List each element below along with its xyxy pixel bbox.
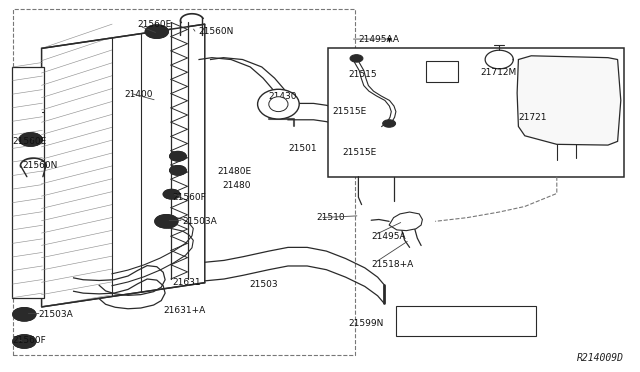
Text: 21480E: 21480E bbox=[218, 167, 252, 176]
Polygon shape bbox=[389, 212, 422, 231]
Text: 21560N: 21560N bbox=[198, 27, 234, 36]
Text: small warning text: small warning text bbox=[469, 324, 508, 328]
Text: 21599N: 21599N bbox=[349, 319, 384, 328]
Text: 21510: 21510 bbox=[317, 213, 346, 222]
Text: 21503: 21503 bbox=[250, 280, 278, 289]
Text: 21400: 21400 bbox=[125, 90, 154, 99]
Text: 21560F: 21560F bbox=[173, 193, 207, 202]
Text: 21495AA: 21495AA bbox=[358, 35, 399, 44]
Text: 21560E: 21560E bbox=[13, 137, 47, 146]
Circle shape bbox=[155, 215, 178, 228]
Text: 21515E: 21515E bbox=[342, 148, 377, 157]
Ellipse shape bbox=[257, 89, 300, 119]
Bar bbox=[396, 306, 536, 336]
Circle shape bbox=[163, 189, 180, 199]
Text: 21721: 21721 bbox=[518, 113, 547, 122]
Text: 21712M: 21712M bbox=[480, 68, 516, 77]
Text: 21515E: 21515E bbox=[333, 107, 367, 116]
Text: 21503A: 21503A bbox=[182, 217, 217, 226]
Circle shape bbox=[145, 25, 168, 38]
Text: small warning text: small warning text bbox=[399, 324, 437, 328]
Bar bbox=[13, 9, 355, 355]
Text: 21480: 21480 bbox=[223, 181, 252, 190]
Circle shape bbox=[19, 133, 42, 146]
Circle shape bbox=[170, 151, 186, 161]
Text: 21560N: 21560N bbox=[22, 161, 58, 170]
Circle shape bbox=[350, 55, 363, 62]
Text: 21503A: 21503A bbox=[38, 310, 73, 319]
Text: 21631: 21631 bbox=[173, 278, 202, 287]
Text: 21631+A: 21631+A bbox=[163, 306, 205, 315]
Text: 21501: 21501 bbox=[288, 144, 317, 153]
Ellipse shape bbox=[269, 97, 288, 112]
Circle shape bbox=[13, 335, 36, 348]
Text: ▾: ▾ bbox=[387, 34, 392, 44]
Bar bbox=[12, 67, 44, 298]
Polygon shape bbox=[517, 56, 621, 145]
Text: 21560F: 21560F bbox=[13, 336, 47, 345]
Text: R214009D: R214009D bbox=[577, 353, 624, 363]
Text: 21430: 21430 bbox=[269, 92, 298, 101]
Text: 21560E: 21560E bbox=[138, 20, 172, 29]
Bar bbox=[328, 48, 624, 177]
Text: 21495A: 21495A bbox=[371, 232, 406, 241]
Text: 21518+A: 21518+A bbox=[371, 260, 413, 269]
Text: ⚠ CAUTION: ⚠ CAUTION bbox=[401, 310, 440, 315]
Circle shape bbox=[13, 308, 36, 321]
Text: 21515: 21515 bbox=[349, 70, 378, 79]
Text: ⚠ MIX DO NOT USE: ⚠ MIX DO NOT USE bbox=[469, 310, 520, 315]
Text: 21518: 21518 bbox=[426, 70, 454, 79]
Polygon shape bbox=[42, 24, 205, 307]
Circle shape bbox=[383, 120, 396, 127]
Circle shape bbox=[170, 166, 186, 175]
Bar bbox=[426, 61, 458, 82]
